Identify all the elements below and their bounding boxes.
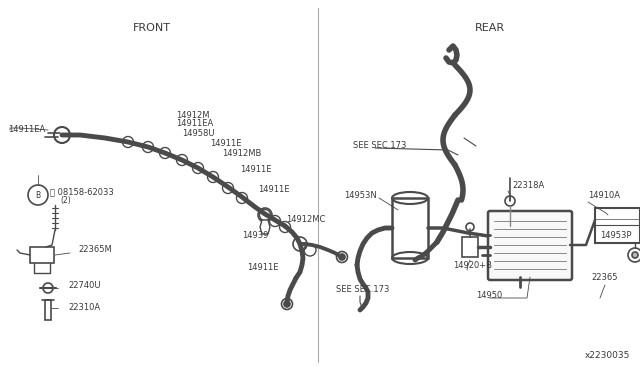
- Text: (2): (2): [60, 196, 71, 205]
- Text: 22310A: 22310A: [68, 304, 100, 312]
- Text: 22740U: 22740U: [68, 280, 100, 289]
- Polygon shape: [260, 220, 270, 234]
- Bar: [462, 237, 478, 257]
- Text: 22365: 22365: [591, 273, 618, 282]
- Text: 14953P: 14953P: [600, 231, 632, 240]
- Text: 14912MB: 14912MB: [222, 148, 261, 157]
- Text: 22318A: 22318A: [512, 180, 544, 189]
- Circle shape: [284, 301, 290, 307]
- Text: B: B: [35, 190, 40, 199]
- Text: REAR: REAR: [475, 23, 505, 33]
- Text: 14950: 14950: [476, 291, 502, 299]
- Text: 14958U: 14958U: [182, 128, 214, 138]
- Text: SEE SEC.173: SEE SEC.173: [353, 141, 406, 150]
- Circle shape: [339, 254, 345, 260]
- Text: 14911E: 14911E: [210, 138, 241, 148]
- FancyBboxPatch shape: [488, 211, 572, 280]
- Text: 14912M: 14912M: [176, 110, 209, 119]
- Text: 14911E: 14911E: [258, 186, 289, 195]
- Text: Ⓑ 08158-62033: Ⓑ 08158-62033: [50, 187, 114, 196]
- Bar: [45, 300, 51, 320]
- Text: 14920+B: 14920+B: [453, 260, 492, 269]
- Text: 14911EA: 14911EA: [8, 125, 45, 135]
- Text: 14911EA: 14911EA: [176, 119, 213, 128]
- Text: 14939: 14939: [242, 231, 268, 240]
- Text: 22365M: 22365M: [78, 246, 112, 254]
- Bar: [595, 208, 640, 243]
- Text: 14911E: 14911E: [247, 263, 278, 273]
- Text: x2230035: x2230035: [584, 350, 630, 359]
- Bar: [392, 198, 428, 258]
- Circle shape: [632, 252, 638, 258]
- Text: SEE SEC.173: SEE SEC.173: [336, 285, 389, 295]
- Text: 14911E: 14911E: [240, 166, 271, 174]
- Text: 14910A: 14910A: [588, 192, 620, 201]
- Text: 14912MC: 14912MC: [286, 215, 325, 224]
- Text: 14953N: 14953N: [344, 190, 377, 199]
- Bar: [30, 247, 54, 263]
- Text: FRONT: FRONT: [133, 23, 171, 33]
